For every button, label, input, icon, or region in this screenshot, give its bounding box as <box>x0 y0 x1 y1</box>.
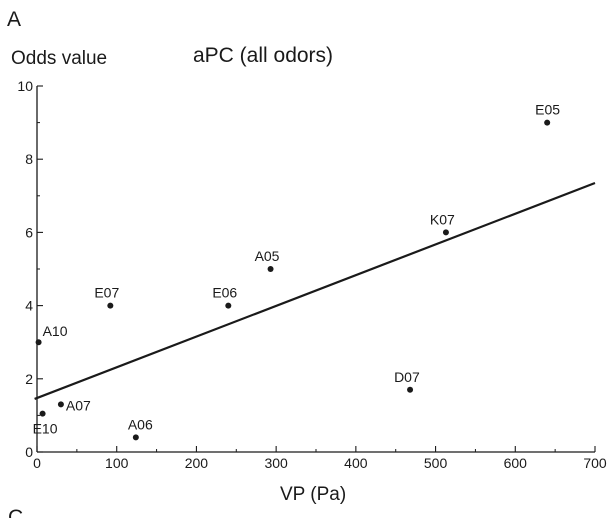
data-point-a10 <box>35 339 42 346</box>
y-tick-label: 2 <box>25 371 33 387</box>
point-label-a10: A10 <box>43 323 68 339</box>
data-point-a07 <box>57 401 64 408</box>
point-label-e07: E07 <box>94 285 119 301</box>
point-label-e10: E10 <box>33 421 58 437</box>
x-tick-label: 500 <box>424 455 448 471</box>
data-point-k07 <box>442 229 449 236</box>
trendline <box>34 181 596 400</box>
axes <box>36 86 595 453</box>
point-label-a07: A07 <box>66 397 91 413</box>
data-points: E05 K07 A05 E06 E07 A10 D07 A07 E10 A06 <box>33 102 560 441</box>
x-tick-label: 0 <box>33 455 41 471</box>
point-label-d07: D07 <box>394 369 420 385</box>
x-tick-label: 300 <box>264 455 288 471</box>
trendline-layer <box>34 181 596 400</box>
chart-title: aPC (all odors) <box>193 44 334 67</box>
data-point-a05 <box>267 266 274 272</box>
y-tick-label: 6 <box>25 224 33 240</box>
data-point-e06 <box>225 302 232 309</box>
y-tick-label: 10 <box>17 78 33 94</box>
next-panel-letter: C <box>8 506 24 518</box>
panel-letter: A <box>7 8 22 31</box>
x-axis-label: VP (Pa) <box>280 484 347 505</box>
y-tick-label: 8 <box>25 151 33 167</box>
point-label-a06: A06 <box>128 416 153 432</box>
x-tick-label: 100 <box>105 455 129 471</box>
x-tick-label: 200 <box>185 455 209 471</box>
point-label-e06: E06 <box>212 285 237 301</box>
data-point-e07 <box>107 302 114 309</box>
point-label-a05: A05 <box>255 248 280 264</box>
x-tick-label: 400 <box>344 455 368 471</box>
data-point-a06 <box>132 434 139 441</box>
axis-ticks: 0 100 200 300 400 500 600 700 0 2 4 6 8 10 <box>17 78 606 471</box>
data-point-e10 <box>39 410 46 417</box>
data-point-d07 <box>407 386 414 393</box>
x-tick-label: 600 <box>504 455 528 471</box>
y-tick-label: 4 <box>25 298 33 314</box>
y-axis-label: Odds value <box>11 48 108 69</box>
y-tick-label: 0 <box>25 444 33 460</box>
point-label-e05: E05 <box>535 102 560 118</box>
data-point-e05 <box>544 119 551 126</box>
point-label-k07: K07 <box>430 211 455 227</box>
x-tick-label: 700 <box>583 455 607 471</box>
